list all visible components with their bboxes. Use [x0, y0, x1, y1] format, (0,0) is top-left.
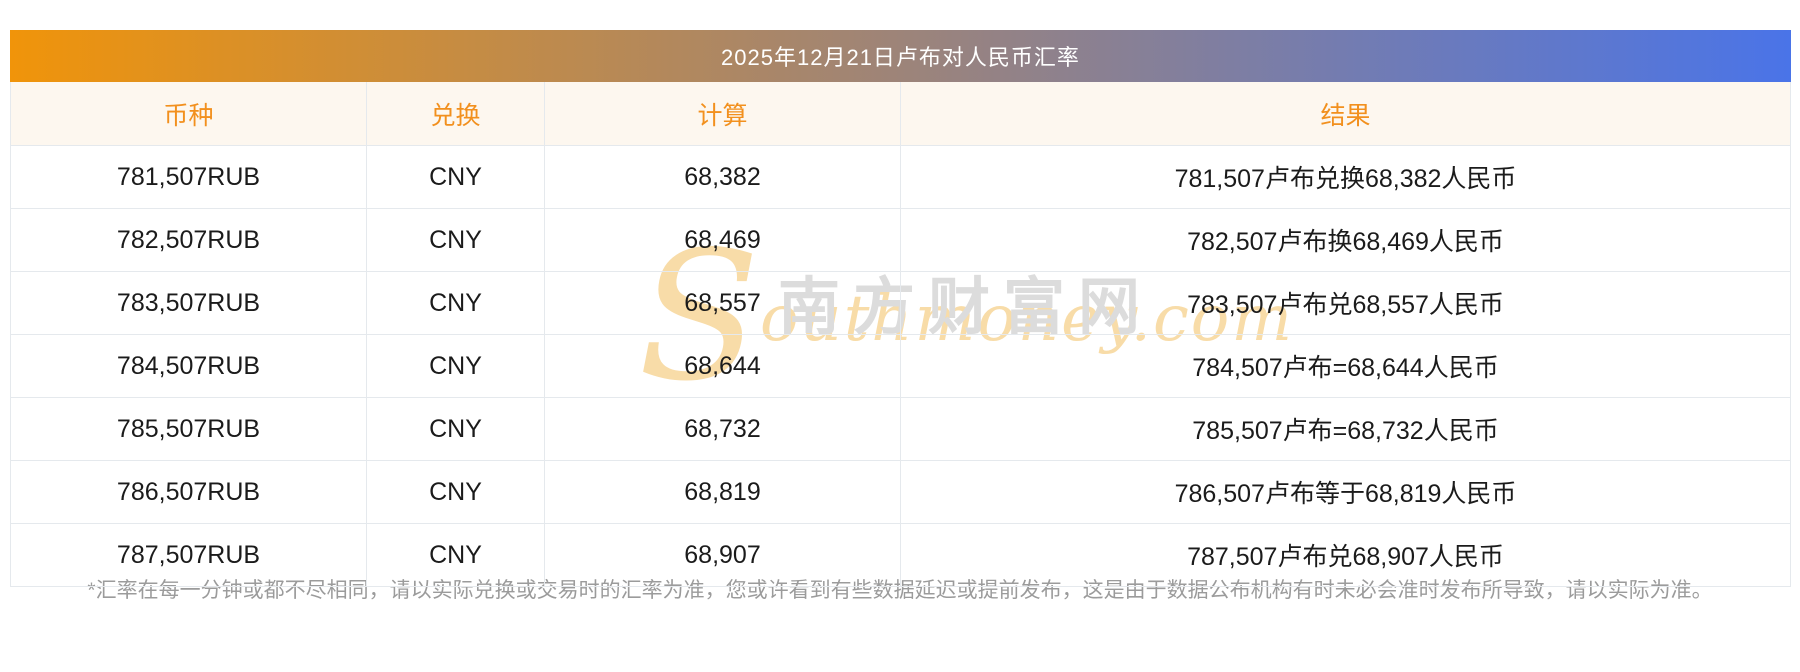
result-cell: 785,507卢布=68,732人民币	[900, 397, 1791, 461]
exchange-cell: CNY	[366, 397, 545, 461]
table-row: 785,507RUB CNY 68,732 785,507卢布=68,732人民币	[10, 397, 1791, 461]
calc-cell: 68,644	[544, 334, 901, 398]
exchange-cell: CNY	[366, 523, 545, 587]
currency-cell: 781,507RUB	[10, 145, 367, 209]
calc-cell: 68,732	[544, 397, 901, 461]
exchange-cell: CNY	[366, 208, 545, 272]
table-row: 784,507RUB CNY 68,644 784,507卢布=68,644人民币	[10, 334, 1791, 398]
calc-cell: 68,557	[544, 271, 901, 335]
result-cell: 782,507卢布换68,469人民币	[900, 208, 1791, 272]
table-row: 783,507RUB CNY 68,557 783,507卢布兑68,557人民币	[10, 271, 1791, 335]
currency-cell: 785,507RUB	[10, 397, 367, 461]
result-cell: 786,507卢布等于68,819人民币	[900, 460, 1791, 524]
table-row: 786,507RUB CNY 68,819 786,507卢布等于68,819人民币	[10, 460, 1791, 524]
exchange-cell: CNY	[366, 145, 545, 209]
calc-cell: 68,382	[544, 145, 901, 209]
exchange-cell: CNY	[366, 271, 545, 335]
rate-table-container: 币种 兑换 计算 结果 781,507RUB CNY 68,382 781,507卢布…	[10, 82, 1791, 587]
column-header-calc: 计算	[544, 82, 901, 146]
column-header-exchange: 兑换	[366, 82, 545, 146]
calc-cell: 68,469	[544, 208, 901, 272]
result-cell: 787,507卢布兑68,907人民币	[900, 523, 1791, 587]
calc-cell: 68,819	[544, 460, 901, 524]
currency-cell: 782,507RUB	[10, 208, 367, 272]
currency-cell: 786,507RUB	[10, 460, 367, 524]
table-row: 781,507RUB CNY 68,382 781,507卢布兑换68,382人民币	[10, 145, 1791, 209]
result-cell: 783,507卢布兑68,557人民币	[900, 271, 1791, 335]
currency-cell: 784,507RUB	[10, 334, 367, 398]
exchange-cell: CNY	[366, 334, 545, 398]
column-header-currency: 币种	[10, 82, 367, 146]
table-row: 787,507RUB CNY 68,907 787,507卢布兑68,907人民币	[10, 523, 1791, 587]
result-cell: 784,507卢布=68,644人民币	[900, 334, 1791, 398]
table-header-row: 币种 兑换 计算 结果	[10, 82, 1791, 146]
calc-cell: 68,907	[544, 523, 901, 587]
currency-cell: 787,507RUB	[10, 523, 367, 587]
rate-table: 币种 兑换 计算 结果 781,507RUB CNY 68,382 781,507卢布…	[10, 82, 1791, 587]
title-bar: 2025年12月21日卢布对人民币汇率	[10, 30, 1791, 82]
column-header-result: 结果	[900, 82, 1791, 146]
exchange-cell: CNY	[366, 460, 545, 524]
table-row: 782,507RUB CNY 68,469 782,507卢布换68,469人民币	[10, 208, 1791, 272]
page-title: 2025年12月21日卢布对人民币汇率	[721, 45, 1080, 70]
currency-cell: 783,507RUB	[10, 271, 367, 335]
result-cell: 781,507卢布兑换68,382人民币	[900, 145, 1791, 209]
